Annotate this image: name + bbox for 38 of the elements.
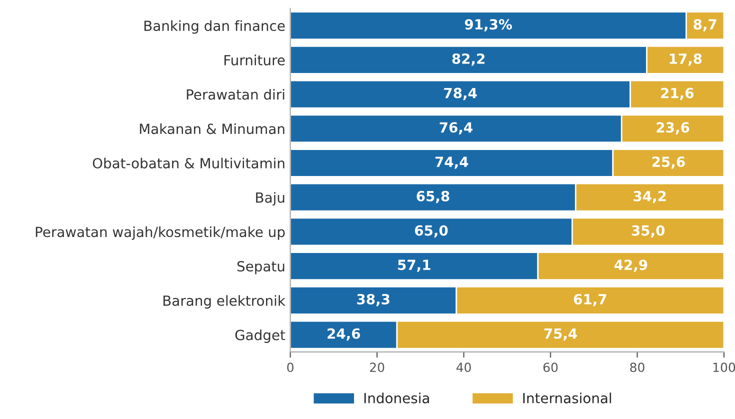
data-label: 65,0 — [414, 225, 448, 238]
x-tick-label: 100 — [713, 362, 735, 372]
data-label: 91,3% — [464, 19, 512, 32]
y-tick-label: Barang elektronik — [163, 295, 286, 309]
data-label: 74,4 — [435, 156, 468, 169]
y-tick-label: Gadget — [235, 330, 286, 343]
x-tick-label: 40 — [456, 362, 471, 372]
y-tick-label: Sepatu — [237, 261, 284, 274]
data-label: 34,2 — [634, 190, 666, 204]
legend-label: Indonesia — [364, 392, 429, 404]
y-tick-label: Baju — [256, 192, 284, 206]
x-tick-label: 20 — [370, 362, 384, 372]
data-label: 42,9 — [614, 260, 648, 272]
data-label: 57,1 — [398, 260, 430, 272]
data-label: 17,8 — [670, 53, 702, 66]
data-label: 23,6 — [656, 122, 690, 134]
y-tick-label: Banking dan finance — [144, 20, 285, 34]
data-label: 61,7 — [574, 294, 606, 306]
y-tick-label: Furniture — [224, 54, 285, 66]
data-label: 24,6 — [328, 328, 360, 341]
x-tick-label: 0 — [287, 362, 294, 372]
x-tick-label: 80 — [630, 362, 644, 372]
data-label: 25,6 — [652, 156, 685, 169]
data-label: 65,8 — [416, 190, 450, 204]
data-label: 75,4 — [544, 328, 577, 341]
data-label: 38,3 — [357, 294, 390, 306]
data-label: 35,0 — [632, 225, 665, 238]
data-label: 82,2 — [452, 53, 484, 66]
x-tick-label: 60 — [543, 362, 558, 372]
y-tick-label: Obat-obatan & Multivitamin — [92, 158, 284, 168]
y-tick-label: Makanan & Minuman — [140, 123, 284, 134]
data-label: 76,4 — [440, 122, 472, 134]
data-label: 8,7 — [694, 19, 716, 32]
y-tick-label: Perawatan diri — [186, 89, 284, 100]
data-label: 21,6 — [661, 88, 694, 100]
legend-label: Internasional — [523, 392, 612, 404]
data-label: 78,4 — [444, 88, 477, 100]
y-tick-label: Perawatan wajah/kosmetik/make up — [36, 226, 285, 240]
